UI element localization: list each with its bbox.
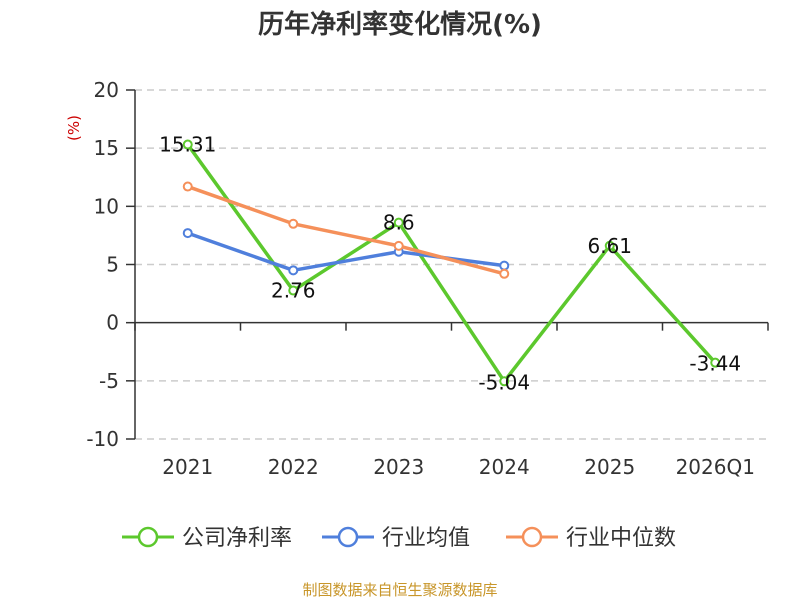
legend-item: 行业均值: [322, 526, 470, 551]
data-label: 6.61: [587, 234, 632, 258]
data-label: 15.31: [159, 133, 216, 157]
data-label: -5.04: [478, 370, 530, 394]
chart-title: 历年净利率变化情况(%): [258, 9, 542, 40]
legend-label: 行业中位数: [566, 526, 676, 551]
data-point: [288, 265, 299, 276]
data-point: [182, 228, 193, 239]
x-tick-label: 2026Q1: [676, 455, 755, 479]
data-label: -3.44: [689, 352, 741, 376]
series-line: [187, 184, 505, 276]
legend-item: 行业中位数: [506, 526, 676, 551]
y-tick-label: 10: [94, 194, 119, 218]
y-tick-labels: 20 15 10 5 0 -5 -10: [86, 78, 135, 451]
y-tick-label: 20: [94, 78, 119, 102]
data-point: [710, 357, 721, 368]
x-tick-label: 2021: [162, 455, 213, 479]
grid-lines: [135, 89, 768, 440]
data-point: [499, 376, 510, 387]
data-label: 8.6: [383, 211, 415, 235]
data-label: 2.76: [271, 279, 316, 303]
data-labels: 15.31 2.76 8.6 -5.04 6.61 -3.44: [159, 133, 741, 395]
legend-marker: [521, 526, 543, 548]
x-tick-label: 2022: [268, 455, 319, 479]
data-point: [604, 240, 615, 251]
x-tick-label: 2025: [584, 455, 635, 479]
legend-label: 行业均值: [382, 526, 470, 551]
y-tick-label: -10: [86, 427, 119, 451]
series-lines: [186, 143, 717, 384]
legend-marker: [137, 526, 159, 548]
y-tick-label: 15: [94, 136, 119, 160]
y-axis-label: (%): [65, 115, 83, 141]
legend: 公司净利率 行业均值 行业中位数: [122, 526, 676, 551]
source-note: 制图数据来自恒生聚源数据库: [302, 581, 497, 599]
data-point: [182, 139, 193, 150]
y-tick-label: 0: [106, 311, 119, 335]
data-point: [288, 218, 299, 229]
y-tick-label: 5: [106, 253, 119, 277]
x-tick-label: 2023: [373, 455, 424, 479]
x-tick-labels: 2021 2022 2023 2024 2025 2026Q1: [162, 455, 755, 479]
x-tick-label: 2024: [479, 455, 530, 479]
series-line: [186, 143, 717, 384]
data-point: [182, 181, 193, 192]
legend-label: 公司净利率: [182, 526, 292, 551]
data-point: [499, 268, 510, 279]
data-point: [288, 285, 299, 296]
series-points: [182, 139, 721, 387]
data-point: [393, 240, 404, 251]
data-point: [393, 217, 404, 228]
y-tick-label: -5: [99, 369, 119, 393]
legend-marker: [337, 526, 359, 548]
data-point: [499, 260, 510, 271]
legend-item: 公司净利率: [122, 526, 292, 551]
